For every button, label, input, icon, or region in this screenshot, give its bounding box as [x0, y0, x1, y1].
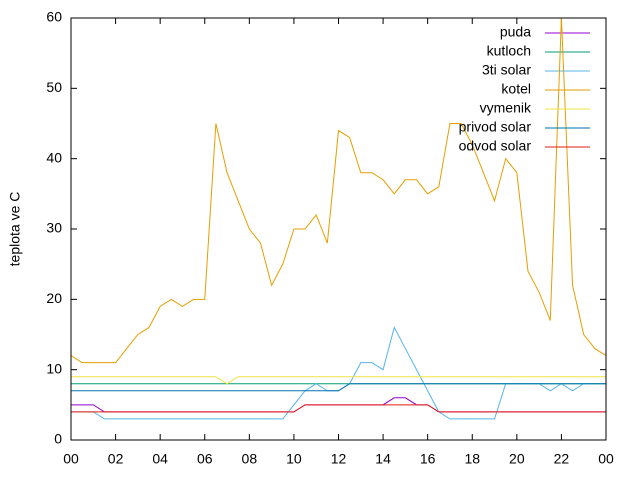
y-axis-label: teplota ve C — [7, 192, 23, 267]
legend-label: vymenik — [480, 100, 532, 116]
x-tick-label: 04 — [152, 451, 168, 467]
y-tick-label: 60 — [46, 9, 62, 25]
series-line — [71, 404, 606, 413]
x-tick-label: 06 — [197, 451, 213, 467]
x-tick-label: 08 — [242, 451, 258, 467]
legend-label: puda — [500, 24, 531, 40]
y-tick-label: 20 — [46, 290, 62, 306]
legend-label: privod solar — [459, 119, 532, 135]
x-tick-label: 00 — [598, 451, 614, 467]
x-tick-label: 14 — [375, 451, 391, 467]
y-tick-label: 10 — [46, 360, 62, 376]
y-tick-label: 30 — [46, 220, 62, 236]
x-tick-label: 22 — [554, 451, 570, 467]
x-tick-label: 02 — [108, 451, 124, 467]
legend-label: 3ti solar — [482, 62, 531, 78]
x-tick-label: 00 — [63, 451, 79, 467]
legend-label: kutloch — [487, 43, 531, 59]
x-tick-label: 18 — [464, 451, 480, 467]
y-tick-label: 50 — [46, 79, 62, 95]
x-tick-label: 16 — [420, 451, 436, 467]
legend-label: kotel — [501, 81, 531, 97]
plot-frame — [70, 17, 607, 441]
series-line — [71, 383, 606, 392]
y-tick-label: 0 — [54, 431, 62, 447]
x-tick-label: 12 — [331, 451, 347, 467]
x-tick-label: 10 — [286, 451, 302, 467]
y-tick-label: 40 — [46, 149, 62, 165]
legend-label: odvod solar — [459, 138, 532, 154]
series-line — [70, 17, 607, 364]
x-tick-label: 20 — [509, 451, 525, 467]
series-line — [71, 376, 606, 385]
